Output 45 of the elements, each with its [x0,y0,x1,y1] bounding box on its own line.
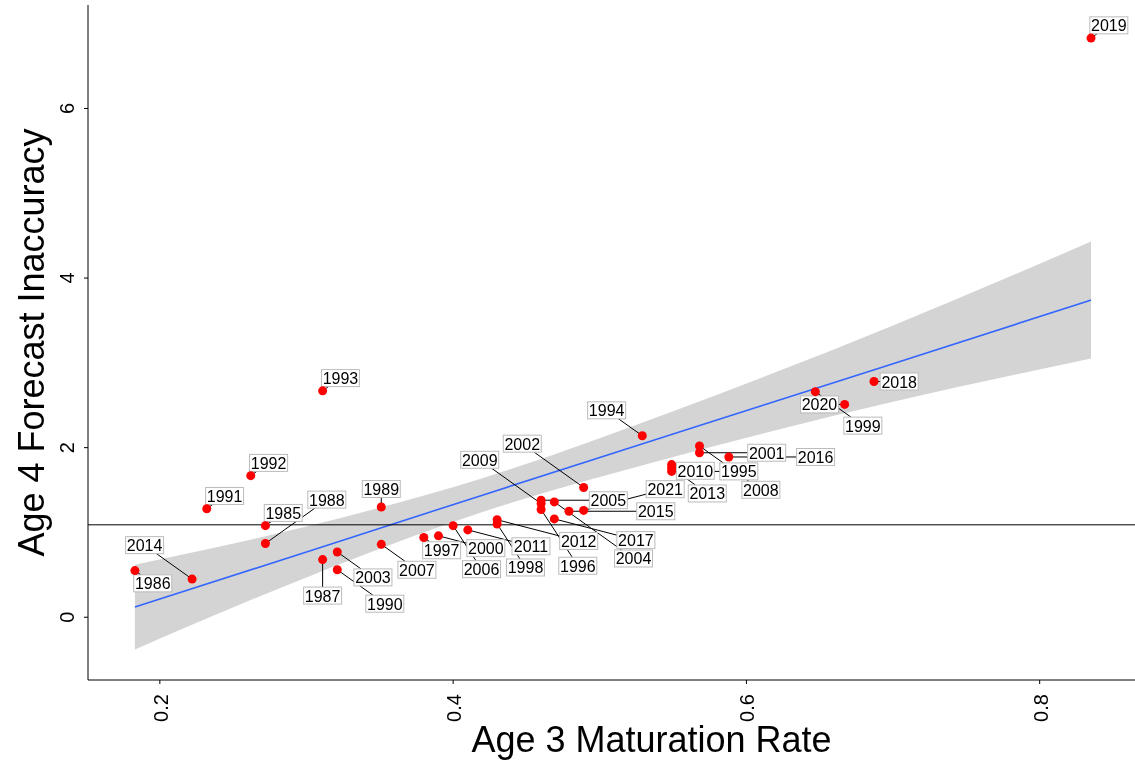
annotation: 2006 [463,561,500,579]
annotation: 1994 [588,402,625,420]
annotation: 2007 [399,561,435,579]
annotation: 1990 [367,595,403,613]
annotation: 2020 [801,396,838,414]
annotation: 2021 [647,481,684,499]
annotation: 1987 [304,587,341,605]
annotation: 2016 [797,448,834,466]
annotation: 2009 [461,451,498,469]
y-tick-label: 0 [56,611,78,623]
y-tick-label: 2 [56,442,78,454]
annotation: 1988 [309,491,345,509]
annotation: 2017 [618,532,654,550]
annotation: 2018 [881,373,918,391]
annotation: 2005 [590,492,627,510]
annotation: 2013 [689,485,726,503]
annotation: 1993 [322,370,359,388]
annotation: 1995 [721,463,757,481]
annotation: 2003 [355,569,391,587]
y-axis-title: Age 4 Forecast Inaccuracy [11,128,52,557]
y-tick-label: 6 [56,102,78,115]
x-tick-label: 0.4 [443,694,466,722]
annotation: 2001 [748,444,785,462]
annotation: 2015 [637,503,674,521]
annotation: 2011 [513,538,549,556]
x-tick-label: 0.8 [1029,694,1052,722]
annotation: 1999 [845,417,881,435]
x-tick-label: 0.2 [149,694,172,722]
annotation: 1998 [507,559,544,577]
annotation: 1991 [206,487,243,505]
annotation: 2000 [468,540,504,558]
annotation: 1992 [250,454,287,472]
annotation: 2002 [504,435,541,453]
annotation: 2012 [560,532,597,550]
annotation: 1986 [134,575,171,593]
annotation: 1997 [423,542,460,560]
annotation: 1989 [363,481,400,499]
annotation: 1985 [265,504,302,522]
annotation: 2010 [677,462,714,480]
annotation: 2019 [1091,17,1127,35]
annotation: 2004 [615,550,652,568]
annotation: 2008 [743,481,779,499]
annotation: 1996 [560,557,596,575]
y-tick-label: 4 [56,272,78,284]
annotation: 2014 [126,537,163,555]
